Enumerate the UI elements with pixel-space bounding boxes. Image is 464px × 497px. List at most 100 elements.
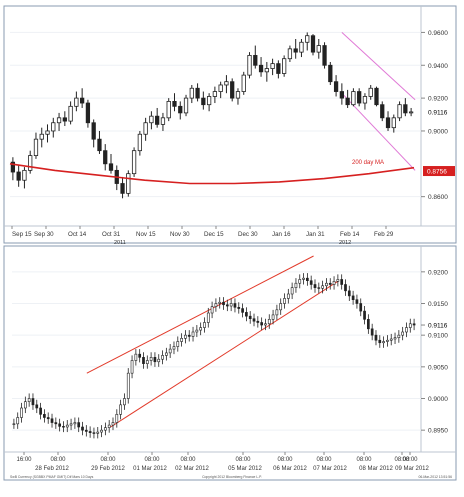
bottom-candle-body (81, 426, 84, 431)
top-candle-body (45, 130, 50, 135)
top-candle-body (97, 138, 102, 152)
bottom-candle-body (145, 360, 149, 364)
top-candle-body (391, 117, 396, 129)
bottom-xtick-date: 29 Feb 2012 (91, 466, 125, 472)
top-candle-body (230, 81, 235, 99)
top-xtick-label: Sep 30 (34, 231, 54, 238)
top-xtick-label: Feb 29 (374, 231, 394, 238)
bottom-candle-body (134, 353, 138, 361)
bottom-xtick-date: 28 Feb 2012 (35, 466, 69, 472)
bottom-candle-body (168, 348, 172, 354)
top-candle-body (258, 64, 264, 73)
bottom-candle-body (206, 312, 210, 323)
top-candle-body (333, 81, 339, 92)
bottom-candle-body (306, 277, 309, 281)
footer-copyright: Copyright 2012 Bloomberg Finance L.P. (202, 475, 262, 479)
bottom-candle-body (65, 424, 69, 428)
top-candle-body (345, 97, 350, 106)
bottom-candle-body (157, 358, 161, 363)
top-candle-body (39, 133, 44, 140)
bottom-candle-body (191, 331, 195, 337)
bottom-candle-body (203, 322, 206, 328)
top-channel-upper (341, 32, 416, 101)
bottom-candle-body (351, 295, 355, 300)
bottom-candle-body (88, 431, 92, 433)
bottom-candle-body (130, 360, 134, 374)
top-candle-body (403, 104, 408, 114)
top-candle-body (357, 91, 362, 104)
top-candle-body (16, 171, 21, 181)
bottom-candle-body (378, 339, 382, 344)
bottom-candle-body (355, 299, 359, 304)
top-channel-lower (341, 92, 416, 171)
bottom-candle-body (180, 338, 183, 342)
bottom-candle-body (16, 417, 20, 425)
bottom-candle-body (77, 422, 81, 428)
top-candle-body (264, 68, 269, 73)
top-candle-body (276, 63, 281, 74)
top-ytick-label: 0.9400 (428, 63, 448, 70)
bottom-candle-body (184, 334, 187, 339)
top-candle-body (74, 97, 79, 107)
top-ma-line (9, 163, 415, 185)
bottom-candle-body (313, 284, 317, 288)
top-ma-value-box (423, 166, 455, 177)
top-candle-body (224, 81, 229, 86)
bottom-candle-body (248, 315, 252, 319)
bottom-xtick-time: 08:00 (144, 457, 160, 463)
top-candle-body (120, 183, 125, 194)
bottom-xtick-time: 08:00 (277, 457, 293, 463)
bottom-xtick-date: 07 Mar 2012 (313, 466, 347, 472)
top-candle-body (408, 111, 414, 114)
bottom-candle-body (229, 303, 233, 307)
top-candle-body (80, 97, 85, 104)
top-xtick-label: Feb 14 (340, 231, 360, 238)
bottom-candle-body (50, 418, 54, 423)
top-candle-body (189, 87, 194, 99)
bottom-ytick-label: 0.8950 (428, 428, 448, 435)
bottom-candle-body (298, 279, 302, 284)
top-candle-body (103, 150, 108, 165)
bottom-candle-body (286, 293, 290, 299)
bottom-panel-frame (3, 245, 457, 481)
bottom-candle-body (408, 323, 412, 328)
top-candle-body (380, 104, 385, 119)
top-candle-body (362, 96, 368, 104)
top-candle-body (178, 105, 183, 114)
bottom-xtick-time: 08:00 (50, 457, 66, 463)
top-year-label: 2011 (114, 240, 126, 246)
bottom-candle-body (210, 306, 214, 314)
top-year-label: 2012 (339, 240, 351, 246)
bottom-candle-body (405, 327, 408, 333)
top-xtick-label: Dec 30 (238, 231, 258, 238)
bottom-candle-body (359, 303, 363, 312)
top-xtick-label: Jan 16 (272, 231, 291, 238)
top-candle-body (316, 45, 321, 53)
top-xtick-label: Dec 15 (204, 231, 224, 238)
bottom-candle-body (119, 404, 122, 415)
top-candle-body (91, 122, 96, 140)
top-panel-frame (3, 5, 457, 244)
bottom-candle-body (161, 355, 164, 360)
bottom-candle-body (267, 319, 271, 325)
top-candle-body (235, 91, 241, 99)
bottom-candle-body (397, 334, 401, 338)
bottom-candle-body (252, 318, 256, 322)
bottom-xtick-date: 05 Mar 2012 (228, 466, 262, 472)
bottom-candle-body (401, 331, 405, 336)
top-ma-value: 0.8756 (427, 169, 447, 176)
bottom-candle-body (302, 277, 305, 280)
bottom-ytick-label: 0.9116 (428, 323, 448, 330)
top-candle-body (206, 96, 212, 106)
bottom-candle-body (237, 306, 241, 309)
bottom-candle-body (225, 304, 229, 307)
bottom-candle-body (46, 417, 50, 420)
top-xtick-label: Nov 30 (170, 231, 190, 238)
top-candle-body (247, 55, 252, 76)
bottom-candle-body (363, 310, 366, 320)
bottom-candle-body (218, 301, 222, 304)
bottom-candle-body (367, 319, 370, 330)
top-candle-body (155, 115, 160, 125)
bottom-candle-body (386, 339, 389, 342)
bottom-candle-body (69, 423, 73, 426)
